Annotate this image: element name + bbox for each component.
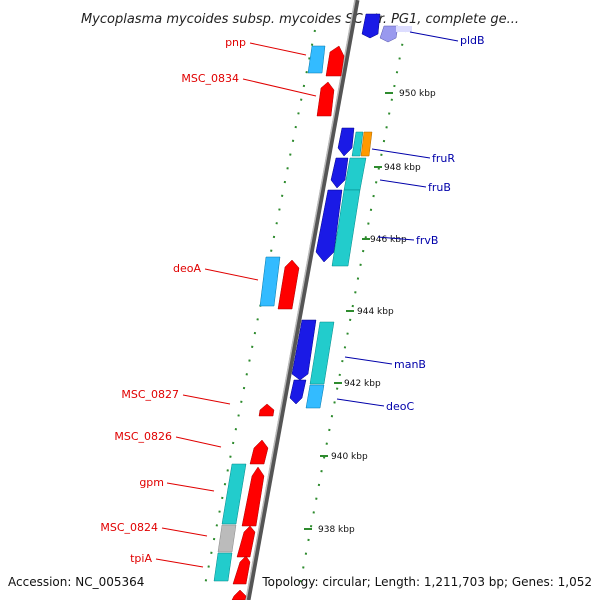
gene-arrow (236, 525, 256, 558)
gene-deoA (259, 256, 281, 307)
gene-msc-0834 (316, 81, 335, 117)
scale-label: 946 kbp (370, 235, 407, 245)
gene-arrow (232, 555, 251, 585)
gene-arrow (325, 45, 345, 77)
accession-text: Accession: NC_005364 (8, 575, 144, 589)
gene-label-deoC: deoC (386, 400, 414, 413)
map-title: Mycoplasma mycoides subsp. mycoides SC s… (81, 12, 519, 27)
gene-label-pldB: pldB (460, 34, 485, 47)
scale-label: 938 kbp (318, 525, 355, 535)
gene-label-deoA: deoA (173, 262, 201, 275)
scale-label: 944 kbp (357, 307, 394, 317)
gene-label-pnp: pnp (225, 36, 246, 49)
gene-msc-0824 (217, 524, 237, 553)
gene-pldB (361, 13, 381, 39)
gene-label-msc-0827: MSC_0827 (121, 388, 179, 401)
gene-gpm (221, 463, 247, 525)
gene-arrow (241, 466, 265, 527)
scale-label: 948 kbp (384, 163, 421, 173)
gene-frvB (315, 189, 343, 263)
gene-label-msc-0834: MSC_0834 (181, 72, 239, 85)
scale-label: 940 kbp (331, 452, 368, 462)
scale-label: 950 kbp (399, 89, 436, 99)
gene-fruB (330, 157, 349, 189)
gene-arrow (379, 25, 399, 43)
gene-label-fruB: fruB (428, 181, 451, 194)
right-label-leaders (336, 31, 459, 407)
gene-arrow (231, 589, 247, 600)
gene-label-manB: manB (394, 358, 426, 371)
gene-arrow (396, 26, 412, 32)
gene-label-msc-0824: MSC_0824 (100, 521, 158, 534)
gene-arrow (277, 259, 300, 310)
gene-label-tpiA: tpiA (130, 552, 152, 565)
reverse-strand-genes (213, 45, 345, 600)
forward-strand-genes (289, 13, 412, 409)
gene-deoC (289, 379, 307, 405)
gene-arrow (305, 384, 325, 409)
gene-arrow (337, 127, 355, 157)
gene-pnp (307, 45, 326, 74)
topology-text: Topology: circular; Length: 1,211,703 bp… (261, 575, 592, 589)
genome-backbone (245, 0, 360, 600)
gene-label-msc-0826: MSC_0826 (114, 430, 172, 443)
gene-manB (291, 319, 317, 381)
scale-label: 942 kbp (344, 379, 381, 389)
gene-label-fruR: fruR (432, 152, 455, 165)
gene-msc-0827 (258, 403, 275, 417)
gene-fruR-orange (360, 131, 373, 157)
gene-arrow (331, 189, 361, 267)
scale-ticks (304, 92, 393, 530)
left-label-leaders (155, 42, 317, 568)
gene-label-frvB: frvB (416, 234, 438, 247)
gene-label-gpm: gpm (139, 476, 164, 489)
gene-arrow (309, 321, 335, 385)
gene-msc-0826 (249, 439, 269, 465)
gene-fruR (351, 131, 364, 157)
gene-tpiA (213, 552, 233, 582)
